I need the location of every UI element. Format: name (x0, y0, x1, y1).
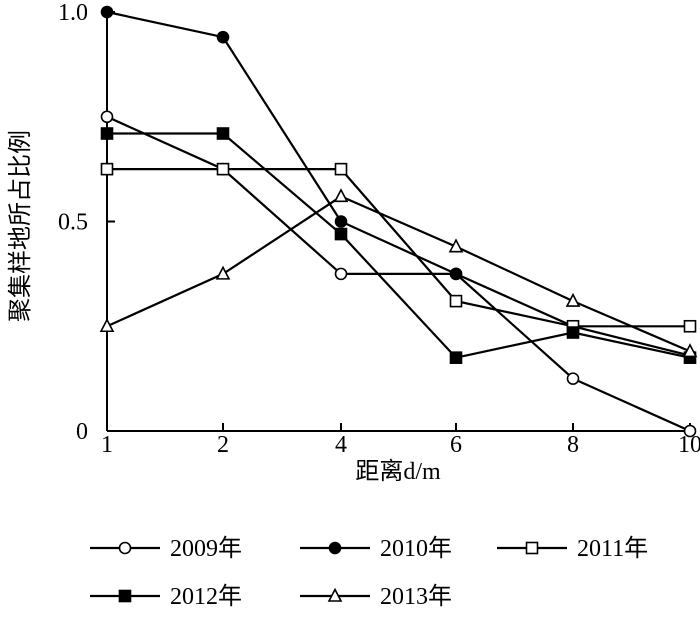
y-tick-label: 0.5 (58, 210, 88, 236)
x-tick-label: 10 (678, 432, 700, 458)
series-2-point (449, 294, 463, 308)
series-3-point (216, 127, 230, 140)
series-0-point (100, 110, 114, 124)
series-4-point (215, 265, 231, 280)
x-tick-label: 6 (450, 432, 462, 458)
x-tick-label: 4 (335, 432, 347, 458)
legend-marker-0 (118, 541, 132, 555)
series-1-point (449, 267, 463, 281)
series-4-point (565, 292, 581, 307)
series-line-1 (106, 10, 691, 357)
series-line-4 (106, 195, 691, 353)
x-tick-label: 8 (567, 432, 579, 458)
series-3-point (449, 351, 463, 364)
series-markers (99, 5, 698, 438)
series-0-point (683, 424, 697, 438)
legend: 2009年 2010年 2011年 2012年 2013年 (90, 535, 648, 610)
series-1-point (216, 30, 230, 44)
legend-label-3: 2012年 (170, 583, 242, 610)
legend-label-4: 2013年 (380, 583, 452, 610)
series-4-point (448, 238, 464, 253)
series-2-point (100, 162, 114, 176)
series-line-3 (107, 132, 691, 359)
tick-labels: 1 2 4 6 8 10 0 0.5 1.0 (58, 0, 700, 458)
series-3-point (100, 127, 114, 140)
series-2-point (216, 162, 230, 176)
series-0-point (334, 267, 348, 281)
series-1-point (334, 215, 348, 228)
series-4-point (99, 318, 115, 333)
y-axis-label: 聚集样地所占比例 (7, 130, 34, 322)
series-line-0 (106, 115, 691, 433)
series-2-point (683, 319, 697, 333)
series-3-point (334, 227, 348, 241)
series-2-point (334, 162, 348, 176)
y-tick-label: 0 (76, 419, 88, 445)
legend-marker-4 (327, 587, 343, 602)
series-4-point (682, 343, 698, 358)
x-tick-label: 2 (217, 432, 229, 458)
legend-label-2: 2011年 (577, 535, 648, 562)
series-1-point (100, 5, 114, 19)
series-0-point (566, 372, 580, 385)
y-tick-label: 1.0 (58, 0, 88, 26)
legend-marker-2 (525, 541, 539, 555)
legend-marker-1 (328, 541, 342, 555)
legend-label-0: 2009年 (170, 535, 242, 562)
series-lines (106, 10, 691, 433)
axes (106, 8, 690, 432)
x-axis-label: 距离d/m (355, 458, 441, 485)
series-3-point (566, 326, 580, 339)
series-4-point (333, 188, 349, 203)
legend-label-1: 2010年 (380, 535, 452, 562)
ticks (106, 11, 691, 431)
legend-marker-3 (118, 589, 132, 603)
x-tick-label: 1 (101, 432, 113, 458)
series-line-2 (107, 168, 690, 328)
